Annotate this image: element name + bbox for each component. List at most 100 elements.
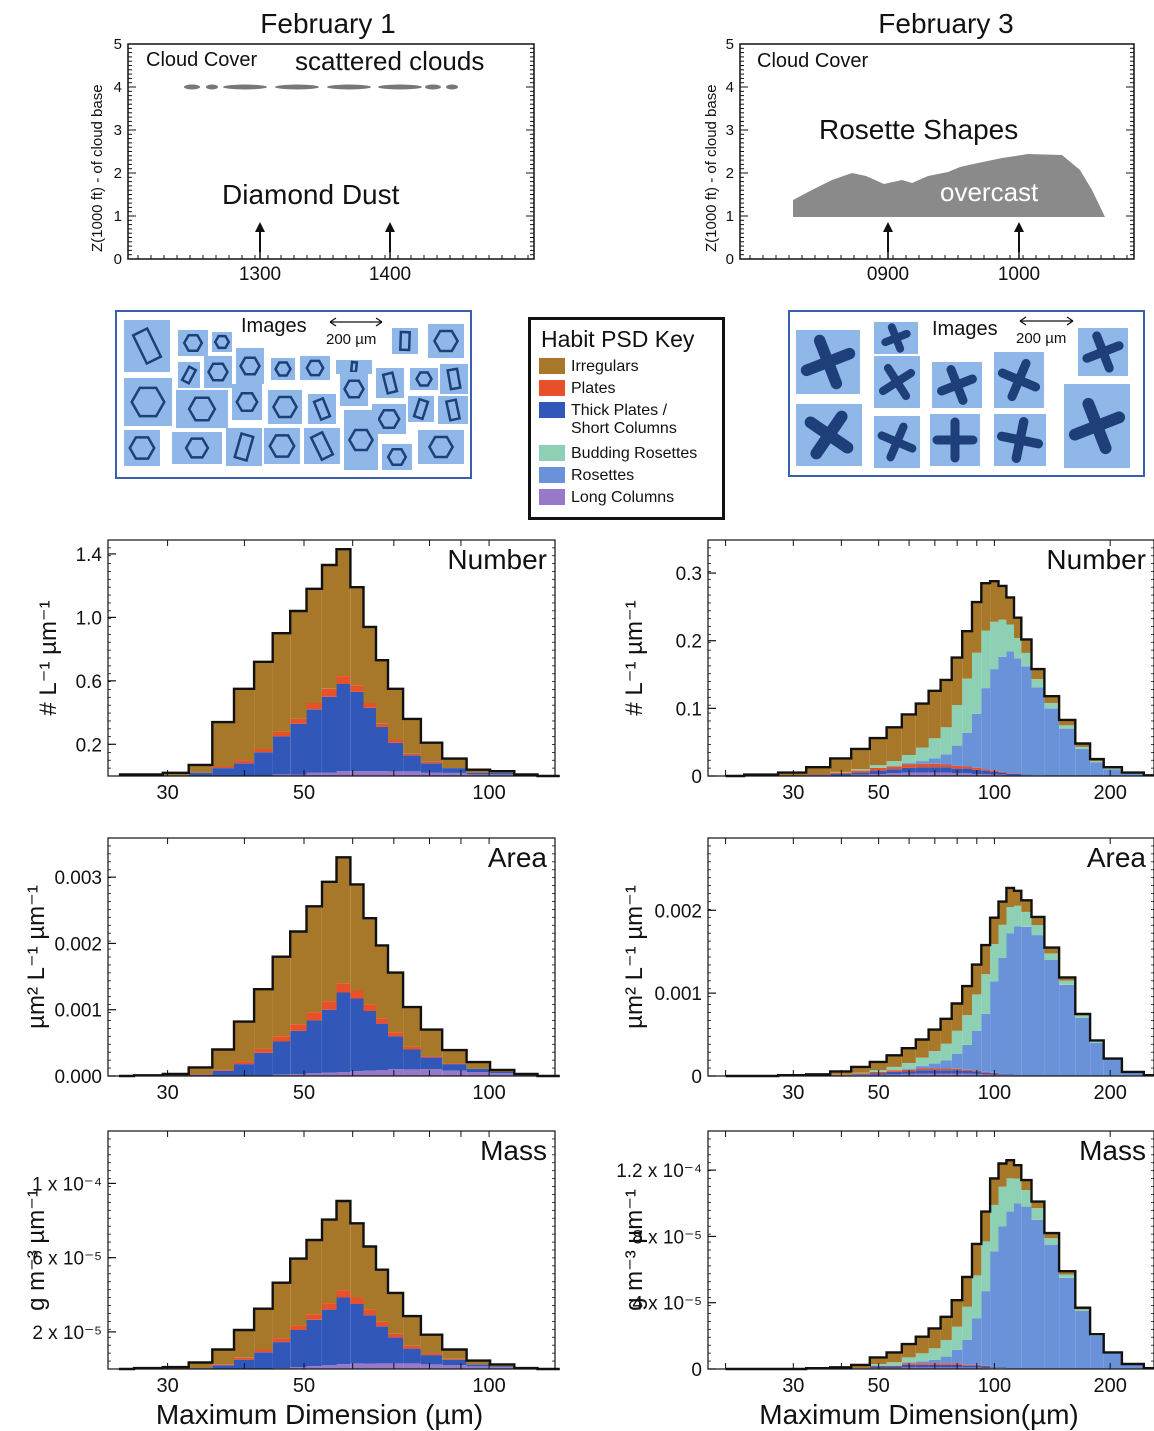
bar-long-columns [962, 773, 972, 776]
bar-plates [951, 1069, 963, 1071]
bar-rosettes [1031, 935, 1045, 1076]
bar-rosettes [1059, 1277, 1076, 1369]
bar-thick-plates-short-columns [188, 772, 213, 776]
bar-long-columns [420, 1069, 443, 1076]
legend-item-rosettes: Rosettes [539, 467, 634, 485]
bar-irregulars [1014, 1165, 1022, 1179]
bar-thick-plates-short-columns [851, 772, 870, 775]
bar-plates [306, 703, 322, 710]
bar-irregulars [1059, 719, 1076, 726]
bar-long-columns [336, 1072, 351, 1076]
y-tick-label: 0 [691, 767, 702, 788]
bar-irregulars [940, 679, 952, 728]
bar-thick-plates-short-columns [212, 1365, 234, 1369]
bar-plates [940, 1068, 952, 1071]
bar-plates [388, 739, 404, 743]
bar-budding-rosettes [886, 1362, 902, 1366]
bar-rosettes [1006, 1211, 1014, 1369]
plate-crystal [415, 371, 433, 387]
bar-plates [940, 1363, 952, 1365]
bar-irregulars [336, 549, 351, 677]
bar-irregulars [901, 1048, 916, 1064]
bar-budding-rosettes [940, 1340, 952, 1357]
plate-crystal [207, 362, 229, 382]
bar-plates [290, 718, 307, 724]
bar-irregulars [990, 581, 999, 622]
bar-thick-plates-short-columns [188, 1074, 213, 1076]
bar-budding-rosettes [915, 1353, 929, 1362]
bar-long-columns [466, 1366, 491, 1369]
column-crystal [398, 330, 412, 352]
bar-budding-rosettes [915, 1057, 929, 1067]
bar-thick-plates-short-columns [336, 992, 351, 1072]
bar-rosettes [928, 1063, 941, 1069]
column-crystal [309, 430, 335, 462]
bar-plates [254, 1349, 273, 1353]
bar-irregulars [388, 688, 404, 740]
bar-plates [350, 685, 364, 692]
cloud-cover-label: Cloud Cover [146, 49, 258, 71]
y-tick-label: 0.6 [76, 672, 102, 693]
y-tick-label: 0.001 [654, 984, 702, 1005]
legend-item-long-columns: Long Columns [539, 489, 674, 507]
cloud-panel-title: February 1 [260, 8, 395, 39]
bar-plates [306, 1012, 322, 1021]
rosette-arm [892, 368, 916, 387]
bar-plates [322, 1001, 337, 1010]
bar-irregulars [1031, 916, 1045, 926]
bar-budding-rosettes [851, 769, 870, 771]
plate-crystal [347, 428, 375, 452]
plate-crystal [182, 334, 204, 352]
cloud-patch [327, 84, 371, 90]
bar-rosettes [1006, 651, 1014, 774]
bar-long-columns [915, 772, 929, 776]
rosette-arm [952, 374, 977, 390]
time-arrow-head-icon [1014, 222, 1024, 232]
bar-thick-plates-short-columns [290, 1330, 307, 1368]
cloud-cover-type: scattered clouds [295, 46, 484, 76]
bar-rosettes [951, 745, 963, 766]
bar-thick-plates-short-columns [490, 1366, 515, 1368]
bar-rosettes [972, 1030, 982, 1071]
bar-budding-rosettes [972, 1275, 982, 1319]
bar-thick-plates-short-columns [998, 1074, 1007, 1076]
bar-rosettes [990, 981, 999, 1073]
bar-long-columns [363, 1363, 376, 1369]
legend-item-budding-rosettes: Budding Rosettes [539, 445, 697, 463]
bar-plates [363, 1004, 376, 1011]
bar-rosettes [940, 1060, 952, 1069]
bar-irregulars [951, 1300, 963, 1327]
bar-irregulars [830, 758, 852, 772]
y-axis-label: µm² L⁻¹ µm⁻¹ [621, 885, 648, 1029]
bar-budding-rosettes [990, 621, 999, 670]
y-tick-label: 0.003 [54, 868, 102, 889]
bar-budding-rosettes [1006, 1178, 1014, 1212]
cloud-patch [425, 84, 441, 90]
bar-thick-plates-short-columns [915, 1070, 929, 1074]
bar-thick-plates-short-columns [490, 1072, 515, 1074]
bar-thick-plates-short-columns [336, 684, 351, 772]
cloud-shape-label: Diamond Dust [222, 179, 400, 210]
crystal-thumbnail [418, 430, 464, 464]
bar-long-columns [290, 1367, 307, 1369]
bar-rosettes [1014, 926, 1022, 1076]
rosette-arm [823, 410, 848, 441]
bar-thick-plates-short-columns [1021, 774, 1032, 776]
bar-long-columns [466, 1072, 491, 1076]
cloud-panel-ticks: 0 1 2 3 4 5 0900 1000 [726, 36, 1134, 285]
bar-irregulars [830, 1071, 852, 1075]
plate-crystal [187, 396, 217, 422]
y-tick-label: 1 [726, 208, 734, 225]
bar-plates [212, 1364, 234, 1366]
bar-thick-plates-short-columns [336, 1297, 351, 1365]
bar-budding-rosettes [1021, 1190, 1032, 1207]
bar-thick-plates-short-columns [940, 767, 952, 773]
bar-long-columns [886, 773, 902, 776]
bar-rosettes [981, 1013, 991, 1072]
bar-long-columns [940, 1367, 952, 1369]
bar-irregulars [442, 1050, 467, 1064]
bar-rosettes [928, 758, 941, 764]
bar-irregulars [254, 661, 273, 749]
bar-thick-plates-short-columns [442, 1359, 467, 1366]
